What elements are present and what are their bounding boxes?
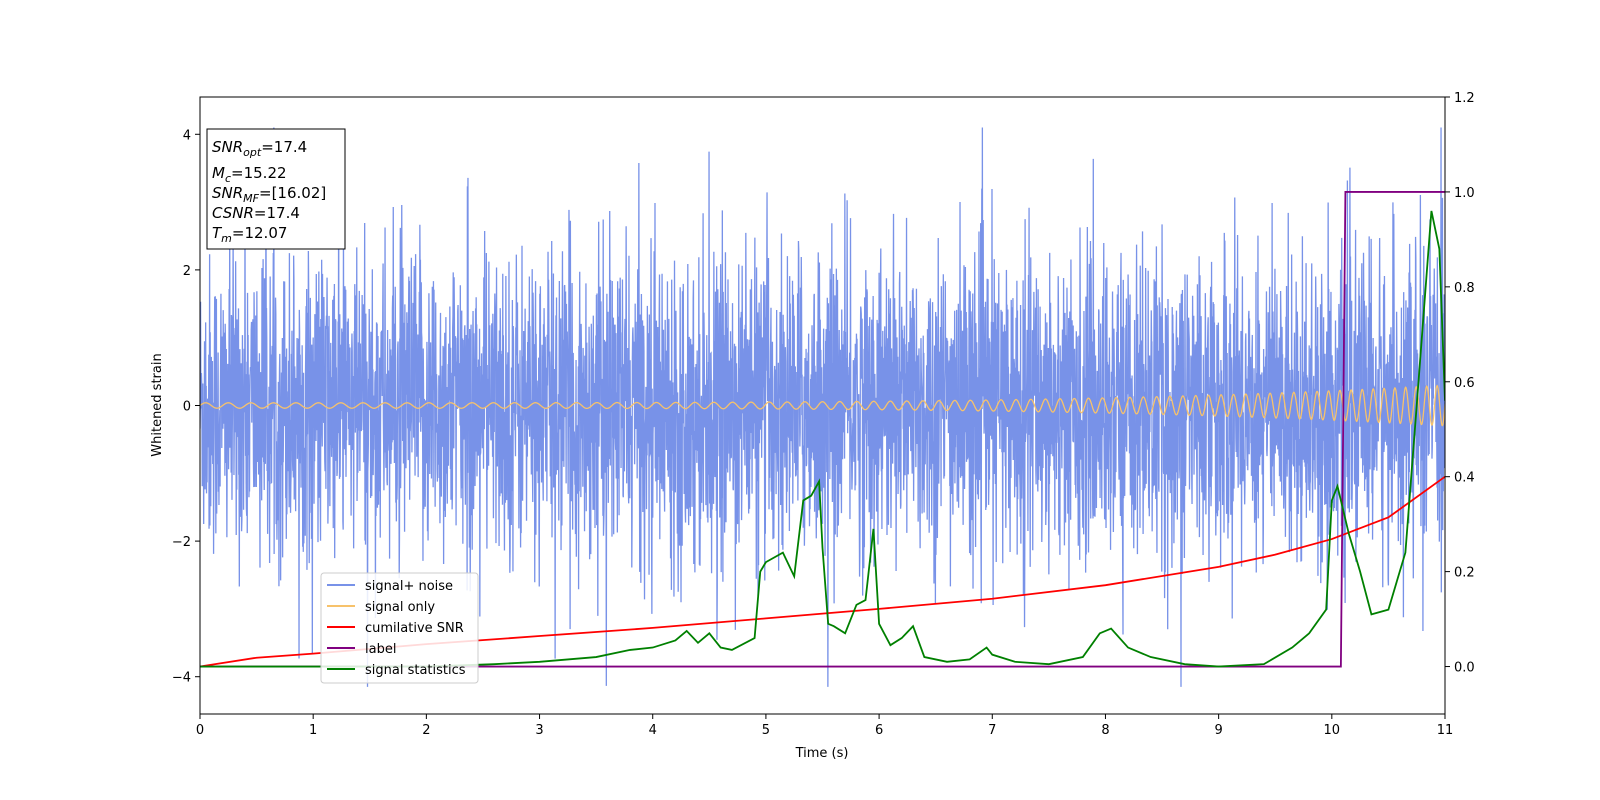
x-tick-label: 5 <box>762 723 770 738</box>
legend: signal+ noise signal only cumilative SNR… <box>320 572 479 684</box>
y-tick-label: −2 <box>172 535 191 550</box>
series-signal-noise <box>200 127 1445 687</box>
info-box-frame <box>206 128 346 250</box>
legend-label-label: label <box>365 642 396 657</box>
x-tick-label: 10 <box>1324 723 1341 738</box>
y-tick-label: −4 <box>172 671 191 686</box>
info-csnr: CSNR=17.4 <box>212 204 300 222</box>
y-tick-label: 2 <box>183 264 191 279</box>
info-box: SNRopt=17.4 Mc=15.22 SNRMF=[16.02] CSNR=… <box>206 128 346 250</box>
x-tick-label: 2 <box>422 723 430 738</box>
y2-tick-label: 0.4 <box>1454 471 1475 486</box>
y2-tick-label: 0.0 <box>1454 661 1475 676</box>
y-axis-right-ticks: 0.0 0.2 0.4 0.6 0.8 1.0 1.2 <box>1445 91 1475 676</box>
legend-label-signal-only: signal only <box>365 600 435 615</box>
x-tick-label: 6 <box>875 723 883 738</box>
legend-label-signal-noise: signal+ noise <box>365 579 453 594</box>
legend-label-signal-statistics: signal statistics <box>365 663 466 678</box>
x-tick-label: 11 <box>1437 723 1454 738</box>
info-chirp-mass: Mc=15.22 <box>212 164 287 185</box>
x-tick-label: 8 <box>1101 723 1109 738</box>
y-tick-label: 4 <box>183 128 191 143</box>
x-tick-label: 4 <box>649 723 657 738</box>
legend-label-cumulative-snr: cumilative SNR <box>365 621 464 636</box>
y2-tick-label: 0.2 <box>1454 566 1475 581</box>
y-axis-label: Whitened strain <box>150 353 165 456</box>
info-tm: Tm=12.07 <box>212 224 287 245</box>
y-axis-left-ticks: −4 −2 0 2 4 <box>172 128 200 686</box>
series-signal-statistics <box>200 210 1445 668</box>
y2-tick-label: 0.6 <box>1454 376 1475 391</box>
x-tick-label: 0 <box>196 723 204 738</box>
info-snr-mf: SNRMF=[16.02] <box>212 184 326 205</box>
series-signal-only <box>200 384 1445 427</box>
y-tick-label: 0 <box>183 400 191 415</box>
info-snr-opt: SNRopt=17.4 <box>212 138 307 159</box>
legend-frame <box>320 572 479 684</box>
y2-tick-label: 1.2 <box>1454 91 1475 106</box>
x-axis-label: Time (s) <box>795 746 849 761</box>
x-tick-label: 9 <box>1214 723 1222 738</box>
x-tick-label: 3 <box>535 723 543 738</box>
series-label <box>200 191 1445 668</box>
x-tick-label: 1 <box>309 723 317 738</box>
y2-tick-label: 1.0 <box>1454 186 1475 201</box>
x-axis-ticks: 0 1 2 3 4 5 6 7 8 9 10 11 <box>196 714 1453 738</box>
x-tick-label: 7 <box>988 723 996 738</box>
y2-tick-label: 0.8 <box>1454 281 1475 296</box>
